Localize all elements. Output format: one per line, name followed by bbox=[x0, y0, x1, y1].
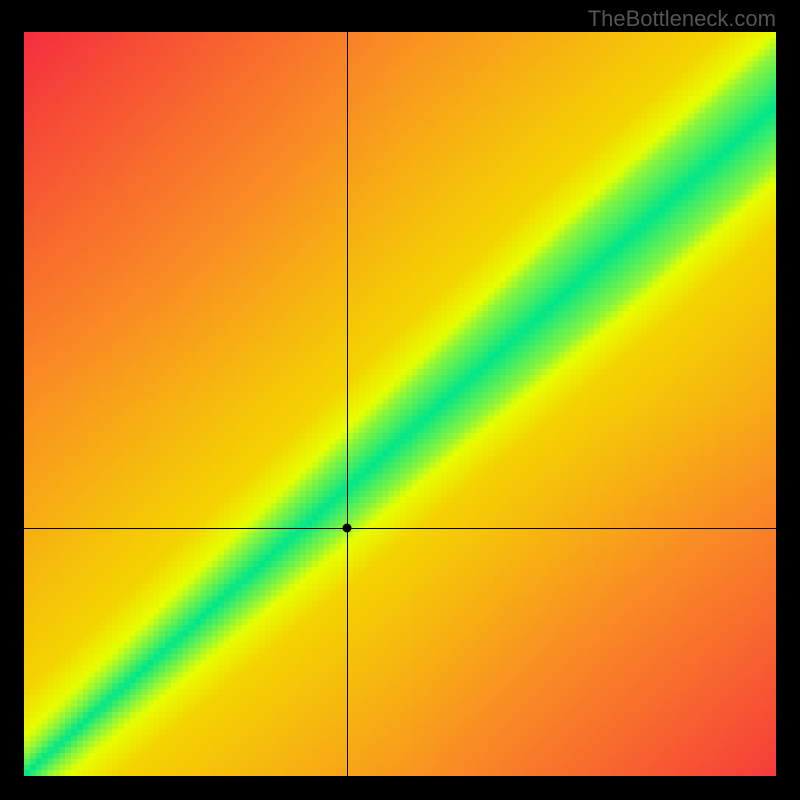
watermark-text: TheBottleneck.com bbox=[588, 6, 776, 32]
bottleneck-heatmap bbox=[24, 32, 776, 776]
crosshair-vertical bbox=[347, 32, 348, 776]
crosshair-marker bbox=[343, 524, 352, 533]
heatmap-canvas bbox=[24, 32, 776, 776]
crosshair-horizontal bbox=[24, 528, 776, 529]
